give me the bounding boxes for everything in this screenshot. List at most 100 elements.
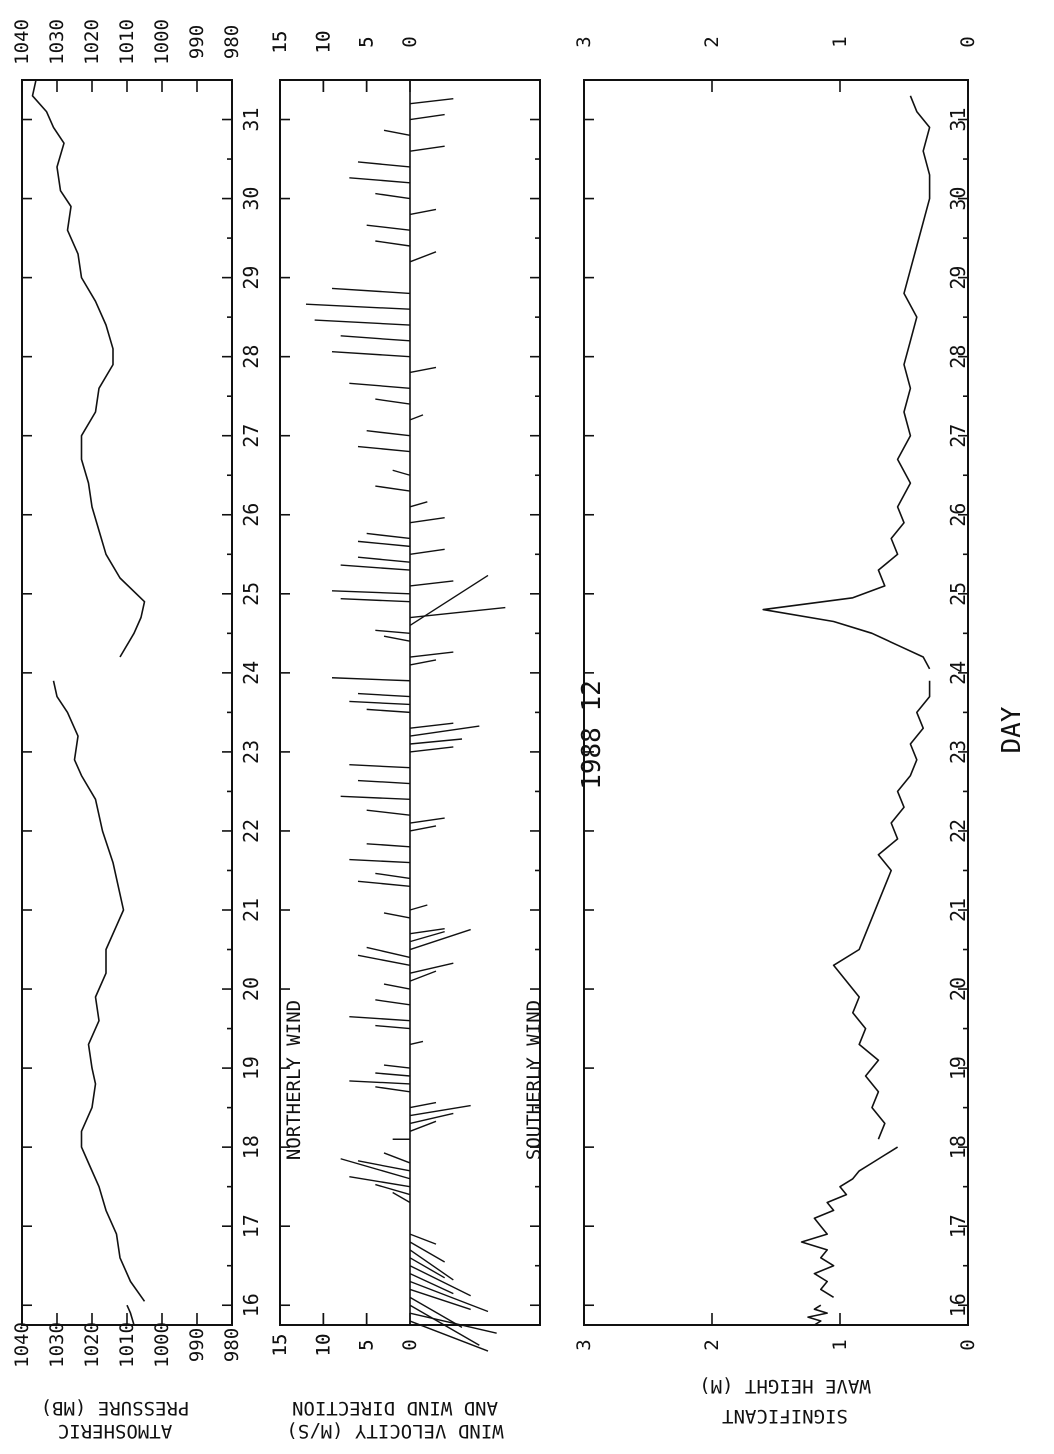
wind-stick: [409, 580, 454, 587]
day-tick-label: 22: [239, 819, 263, 843]
wind-stick: [409, 1120, 437, 1132]
wind-stick: [409, 1320, 489, 1352]
day-tick-label: 18: [946, 1135, 970, 1159]
wind-stick: [383, 1064, 411, 1069]
day-tick-label: 19: [239, 1056, 263, 1080]
wave-value-label-top: 2: [701, 36, 723, 47]
wind-value-label-top: 15: [269, 31, 291, 54]
day-tick-label: 22: [946, 819, 970, 843]
wave-value-label-top: 0: [957, 36, 979, 47]
day-tick-label: 26: [946, 503, 970, 527]
north-wind-label: NORTHERLY WIND: [283, 1000, 305, 1160]
pressure-value-label-bottom: 1040: [11, 1322, 33, 1368]
wind-value-label-bottom: 5: [356, 1339, 378, 1350]
wind-stick: [375, 1086, 411, 1093]
wind-stick: [409, 970, 437, 982]
day-tick-label: 23: [239, 740, 263, 764]
wind-stick: [409, 113, 445, 121]
day-tick-label: 25: [239, 582, 263, 606]
wind-stick: [366, 946, 411, 959]
wind-stick: [409, 930, 445, 943]
wind-stick: [340, 564, 411, 571]
wind-stick: [409, 98, 454, 105]
wind-value-label-bottom: 5: [356, 1339, 378, 1350]
wind-stick: [331, 590, 411, 595]
wave-series-line: [800, 1146, 899, 1298]
wind-stick: [383, 635, 411, 642]
wind-stick: [349, 700, 411, 706]
wind-stick: [409, 722, 454, 729]
wind-stick: [340, 598, 411, 603]
pressure-value-label-bottom: 1020: [81, 1322, 103, 1368]
wind-value-label-top: 15: [269, 31, 291, 54]
wind-stick: [375, 1183, 411, 1196]
pressure-series-line: [126, 1304, 135, 1326]
wind-stick: [349, 382, 411, 389]
wind-stick: [349, 1015, 411, 1022]
pressure-value-label-top: 990: [186, 25, 208, 59]
wind-stick: [357, 1160, 411, 1172]
wind-stick: [409, 659, 437, 666]
wind-stick: [375, 240, 411, 247]
wind-stick: [357, 556, 411, 563]
wind-stick: [409, 1241, 446, 1263]
pressure-label-line2: PRESSURE (MB): [41, 1397, 190, 1419]
wind-stick: [366, 430, 411, 437]
day-tick-label: 24: [946, 661, 970, 685]
wind-stick: [409, 1257, 446, 1279]
wind-stick: [357, 779, 411, 785]
wind-stick: [366, 532, 411, 540]
wave-label-line1: SIGNIFICANT: [722, 1405, 848, 1427]
pressure-value-label-bottom: 1010: [116, 1322, 138, 1368]
wind-stick: [349, 1080, 411, 1085]
wind-value-label-bottom: 0: [399, 1339, 421, 1350]
day-tick-label: 28: [239, 345, 263, 369]
wind-value-label-bottom: 10: [312, 1334, 334, 1357]
pressure-value-label-top: 1020: [81, 19, 103, 65]
wind-stick: [409, 1104, 471, 1117]
wind-stick: [409, 606, 506, 619]
day-tick-label: 23: [946, 740, 970, 764]
wind-stick: [409, 1040, 424, 1046]
day-tick-label: 17: [239, 1214, 263, 1238]
wind-stick: [409, 928, 471, 951]
wind-stick: [409, 725, 480, 737]
wind-stick: [409, 738, 463, 745]
wave-frame: [583, 79, 969, 1326]
wind-stick: [409, 1249, 454, 1281]
day-tick-label: 16: [239, 1293, 263, 1317]
wind-stick: [366, 224, 411, 231]
day-tick-label: 20: [946, 977, 970, 1001]
day-tick-label: 31: [239, 107, 263, 131]
pressure-value-label-top: 980: [221, 25, 243, 59]
day-tick-label: 18: [239, 1135, 263, 1159]
wind-stick: [314, 319, 411, 326]
wind-stick: [357, 161, 411, 168]
wind-stick: [375, 999, 411, 1006]
chart-title: 1988 12: [577, 680, 607, 790]
pressure-series-line: [52, 680, 146, 1302]
wind-value-label-top: 10: [312, 31, 334, 54]
wind-stick: [366, 809, 411, 816]
wind-stick: [409, 1265, 471, 1297]
wind-stick: [409, 1296, 463, 1328]
wind-label-line1: WIND VELOCITY (M/S): [286, 1420, 503, 1442]
day-tick-label: 19: [946, 1056, 970, 1080]
day-tick-label: 25: [946, 582, 970, 606]
wind-stick: [375, 1072, 411, 1077]
pressure-value-label-top: 1030: [46, 19, 68, 65]
south-wind-label: SOUTHERLY WIND: [523, 1000, 545, 1160]
wind-stick: [409, 825, 437, 832]
wind-stick: [392, 1191, 411, 1204]
wind-stick: [366, 843, 411, 848]
wind-stick: [409, 1112, 454, 1125]
wind-stick: [409, 145, 445, 152]
wind-stick: [409, 414, 424, 421]
day-tick-label: 21: [946, 898, 970, 922]
day-labels: 16 16 17 17 18 18 19 19 20 20 21 21 22 22 23 23 24 24 25 25…: [239, 107, 970, 1317]
wind-stick: [409, 516, 445, 524]
day-tick-label: 30: [946, 187, 970, 211]
wind-stick: [357, 445, 411, 453]
